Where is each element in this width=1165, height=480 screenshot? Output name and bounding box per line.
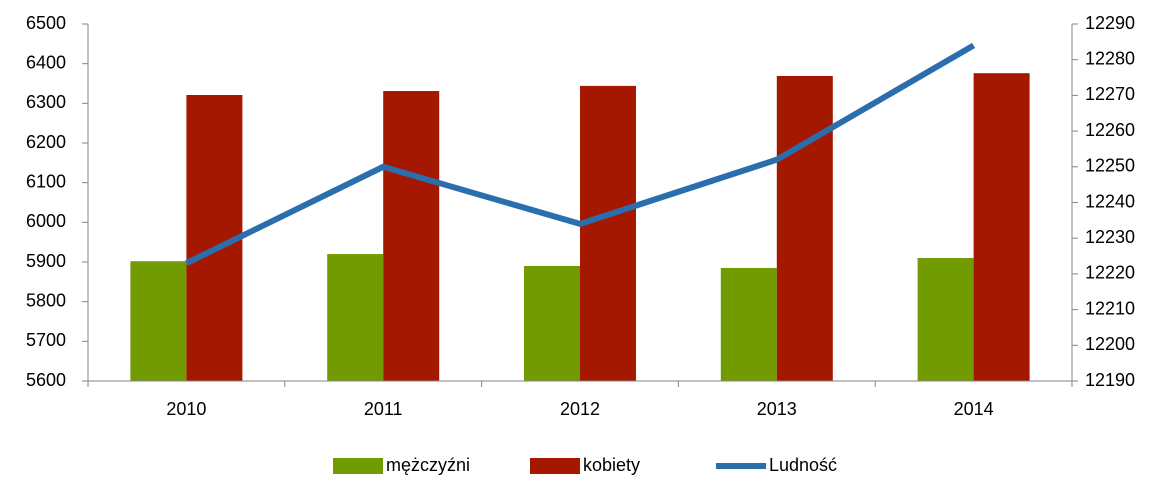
y2-tick-label: 12270 — [1085, 84, 1135, 104]
y2-tick-label: 12250 — [1085, 156, 1135, 176]
x-tick-label: 2012 — [560, 399, 600, 419]
legend-label: mężczyźni — [386, 455, 470, 475]
bar — [524, 265, 580, 381]
bar — [917, 258, 974, 381]
y2-tick-label: 12210 — [1085, 298, 1135, 318]
y-tick-label: 6300 — [26, 92, 66, 112]
x-tick-label: 2011 — [364, 399, 403, 419]
y2-tick-label: 12200 — [1085, 334, 1135, 354]
legend-label: Ludność — [769, 455, 837, 475]
y-tick-label: 6000 — [26, 211, 66, 231]
y-tick-label: 5700 — [26, 330, 66, 350]
x-tick-label: 2014 — [954, 399, 994, 419]
y-tick-label: 6500 — [26, 13, 66, 33]
bar — [776, 75, 833, 382]
legend-swatch — [333, 458, 383, 474]
bar — [720, 267, 777, 381]
y-tick-label: 5600 — [26, 370, 66, 390]
y2-tick-label: 12190 — [1085, 370, 1135, 390]
y-tick-label: 6100 — [26, 171, 66, 191]
y-tick-label: 6200 — [26, 132, 66, 152]
y2-tick-label: 12220 — [1085, 263, 1135, 283]
legend-label: kobiety — [583, 455, 640, 475]
y2-tick-label: 12260 — [1085, 120, 1135, 140]
y2-tick-label: 12290 — [1085, 13, 1135, 33]
y-tick-label: 6400 — [26, 52, 66, 72]
x-tick-label: 2013 — [757, 399, 797, 419]
bar — [383, 91, 440, 381]
y-tick-label: 5900 — [26, 251, 66, 271]
x-tick-label: 2010 — [166, 399, 206, 419]
y-tick-label: 5800 — [26, 290, 66, 310]
bar — [327, 254, 384, 381]
bar — [973, 73, 1030, 381]
y2-tick-label: 12280 — [1085, 48, 1135, 68]
y2-tick-label: 12240 — [1085, 191, 1135, 211]
bar — [580, 85, 636, 381]
y2-tick-label: 12230 — [1085, 227, 1135, 247]
line — [185, 42, 976, 266]
bar — [130, 261, 187, 381]
legend-swatch — [530, 458, 580, 474]
